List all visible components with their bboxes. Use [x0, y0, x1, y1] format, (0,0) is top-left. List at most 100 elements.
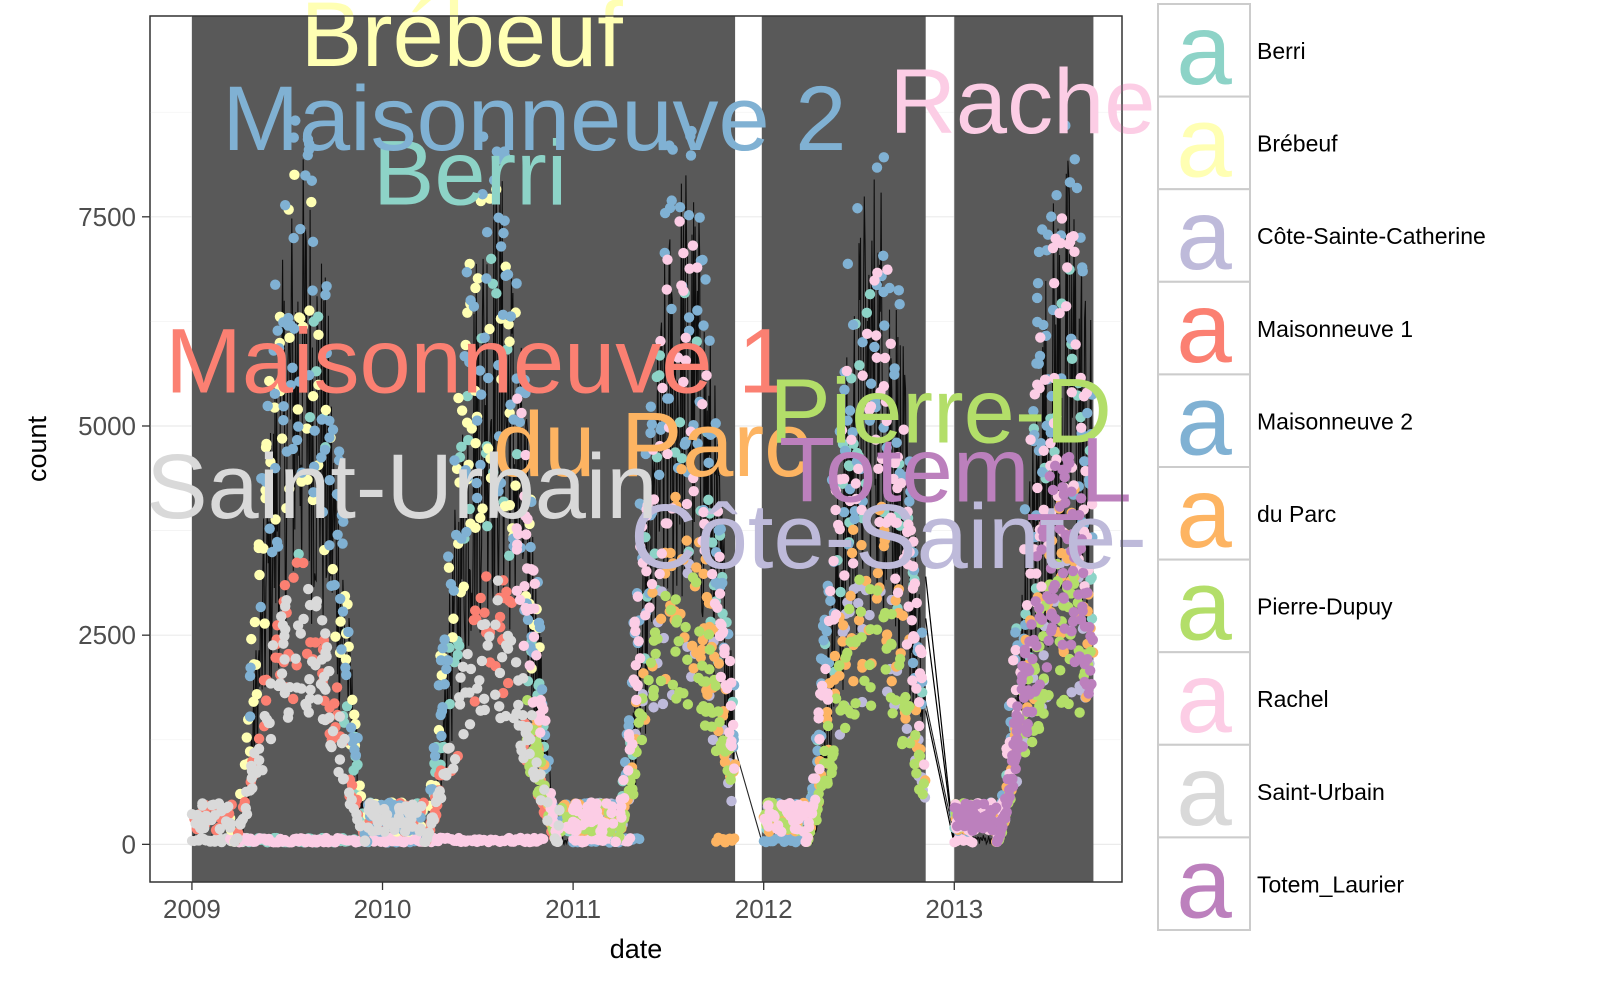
point — [289, 169, 300, 181]
point — [710, 680, 722, 692]
point — [330, 631, 341, 642]
point — [825, 595, 836, 607]
point — [851, 447, 863, 459]
point — [520, 727, 531, 739]
point — [714, 716, 725, 728]
point — [525, 603, 536, 615]
point — [655, 335, 666, 347]
point — [848, 675, 859, 687]
point — [347, 694, 358, 706]
point — [309, 425, 320, 436]
point — [816, 780, 827, 792]
point — [407, 821, 418, 832]
point — [821, 706, 833, 718]
point — [1047, 484, 1059, 496]
point — [1082, 654, 1093, 665]
point — [292, 620, 304, 631]
point — [871, 352, 882, 363]
point — [691, 562, 702, 573]
point — [1010, 763, 1021, 775]
point — [913, 749, 925, 761]
point — [337, 538, 348, 549]
point — [485, 453, 496, 464]
point — [1048, 583, 1059, 594]
point — [293, 548, 304, 560]
point — [878, 380, 890, 392]
point — [952, 806, 964, 818]
point — [1063, 698, 1074, 710]
point — [654, 350, 666, 361]
point — [520, 529, 532, 540]
point — [297, 321, 309, 333]
point — [519, 490, 530, 502]
point — [264, 375, 275, 387]
point — [1048, 559, 1059, 570]
point — [1049, 446, 1060, 457]
point — [260, 476, 272, 488]
point — [493, 360, 504, 371]
point — [872, 567, 884, 579]
point — [683, 210, 695, 221]
point — [640, 610, 651, 621]
point — [1046, 390, 1057, 402]
point — [525, 541, 536, 553]
point — [625, 833, 636, 844]
point — [807, 801, 818, 813]
point — [710, 577, 721, 588]
point — [814, 763, 825, 775]
point — [644, 602, 655, 613]
point — [493, 431, 505, 442]
point — [864, 659, 875, 671]
point — [1080, 465, 1091, 477]
point — [267, 640, 279, 651]
point — [1079, 588, 1090, 599]
point — [777, 801, 788, 812]
point — [709, 598, 721, 609]
point — [907, 583, 919, 594]
point — [1041, 662, 1053, 673]
point — [512, 539, 523, 550]
point — [513, 675, 524, 686]
point — [683, 312, 695, 323]
point — [317, 506, 329, 518]
y-tick-label: 5000 — [78, 411, 136, 441]
point — [889, 369, 900, 380]
point — [542, 815, 553, 826]
point — [693, 672, 704, 684]
point — [835, 586, 846, 598]
point — [847, 319, 859, 331]
point — [502, 643, 514, 654]
point — [647, 587, 658, 598]
point — [253, 733, 265, 744]
point — [698, 320, 709, 331]
point — [281, 446, 293, 457]
point — [464, 258, 475, 270]
point — [490, 689, 501, 700]
point — [1016, 670, 1028, 682]
point — [715, 618, 726, 629]
point — [680, 355, 692, 366]
point — [528, 631, 540, 643]
legend-label: Totem_Laurier — [1257, 871, 1404, 897]
point — [650, 648, 661, 659]
point — [637, 557, 649, 568]
point — [1084, 665, 1096, 676]
point — [354, 780, 365, 791]
point — [461, 417, 473, 428]
point — [763, 821, 774, 832]
point — [845, 590, 856, 602]
point — [911, 597, 922, 609]
point — [684, 263, 695, 274]
point — [726, 677, 737, 689]
point — [308, 461, 320, 472]
point — [821, 626, 832, 637]
point — [502, 677, 514, 689]
point — [646, 418, 658, 430]
point — [847, 558, 859, 569]
x-tick-label: 2009 — [163, 894, 221, 924]
legend-label: Rachel — [1257, 686, 1329, 712]
point — [302, 149, 314, 161]
legend-key — [1157, 280, 1251, 376]
point — [499, 215, 510, 226]
point — [818, 654, 829, 666]
